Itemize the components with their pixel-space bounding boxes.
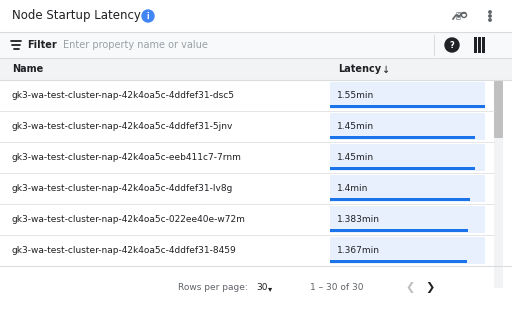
Bar [0, 0, 512, 32]
Bar [330, 260, 467, 263]
Text: gk3-wa-test-cluster-nap-42k4oa5c-eeb411c7-7rnm: gk3-wa-test-cluster-nap-42k4oa5c-eeb411c… [12, 153, 242, 162]
Bar [0, 32, 512, 58]
Bar [0, 235, 494, 266]
Text: ❯: ❯ [425, 282, 435, 293]
Text: gk3-wa-test-cluster-nap-42k4oa5c-4ddfef31-5jnv: gk3-wa-test-cluster-nap-42k4oa5c-4ddfef3… [12, 122, 233, 131]
Text: gk3-wa-test-cluster-nap-42k4oa5c-4ddfef31-8459: gk3-wa-test-cluster-nap-42k4oa5c-4ddfef3… [12, 246, 237, 255]
Bar [0, 173, 494, 204]
Bar [494, 80, 503, 288]
Text: gk3-wa-test-cluster-nap-42k4oa5c-4ddfef31-lv8g: gk3-wa-test-cluster-nap-42k4oa5c-4ddfef3… [12, 184, 233, 193]
Circle shape [489, 15, 491, 17]
Circle shape [489, 11, 491, 13]
Bar [330, 198, 470, 201]
Bar [330, 229, 468, 232]
Bar [478, 37, 480, 53]
Text: Enter property name or value: Enter property name or value [63, 40, 208, 50]
Text: Filter: Filter [27, 40, 57, 50]
Bar [330, 105, 485, 108]
Text: 1.383min: 1.383min [337, 215, 380, 224]
Text: Node Startup Latency: Node Startup Latency [12, 10, 141, 23]
Text: 1.367min: 1.367min [337, 246, 380, 255]
Text: 30: 30 [256, 283, 267, 292]
Bar [330, 82, 485, 109]
Bar [330, 237, 485, 264]
Text: gk3-wa-test-cluster-nap-42k4oa5c-4ddfef31-dsc5: gk3-wa-test-cluster-nap-42k4oa5c-4ddfef3… [12, 91, 235, 100]
Bar [330, 144, 485, 171]
Bar [474, 37, 477, 53]
Bar [0, 58, 512, 80]
Text: Rows per page:: Rows per page: [178, 283, 248, 292]
Bar [330, 167, 475, 170]
Text: 1.45min: 1.45min [337, 122, 374, 131]
Text: 🔍: 🔍 [456, 11, 460, 20]
Text: i: i [146, 12, 150, 21]
Text: 1.45min: 1.45min [337, 153, 374, 162]
Bar [481, 37, 484, 53]
Text: 1.4min: 1.4min [337, 184, 368, 193]
Text: 1.55min: 1.55min [337, 91, 374, 100]
Bar [330, 206, 485, 233]
Text: 1 – 30 of 30: 1 – 30 of 30 [310, 283, 364, 292]
Bar [0, 142, 494, 173]
Bar [0, 266, 512, 309]
Text: ?: ? [450, 41, 454, 50]
Circle shape [489, 19, 491, 21]
Bar [330, 175, 485, 202]
Circle shape [445, 38, 459, 52]
Text: ↓: ↓ [382, 65, 390, 75]
Text: Latency: Latency [338, 64, 381, 74]
Bar [330, 113, 485, 140]
Text: ▾: ▾ [268, 284, 272, 293]
Text: gk3-wa-test-cluster-nap-42k4oa5c-022ee40e-w72m: gk3-wa-test-cluster-nap-42k4oa5c-022ee40… [12, 215, 246, 224]
FancyBboxPatch shape [494, 81, 503, 138]
Bar [0, 111, 494, 142]
Bar [0, 80, 494, 111]
Circle shape [142, 10, 154, 22]
Text: ⚡: ⚡ [455, 11, 461, 21]
Text: ❮: ❮ [406, 282, 415, 293]
Text: Name: Name [12, 64, 43, 74]
Bar [0, 204, 494, 235]
Bar [330, 136, 475, 139]
